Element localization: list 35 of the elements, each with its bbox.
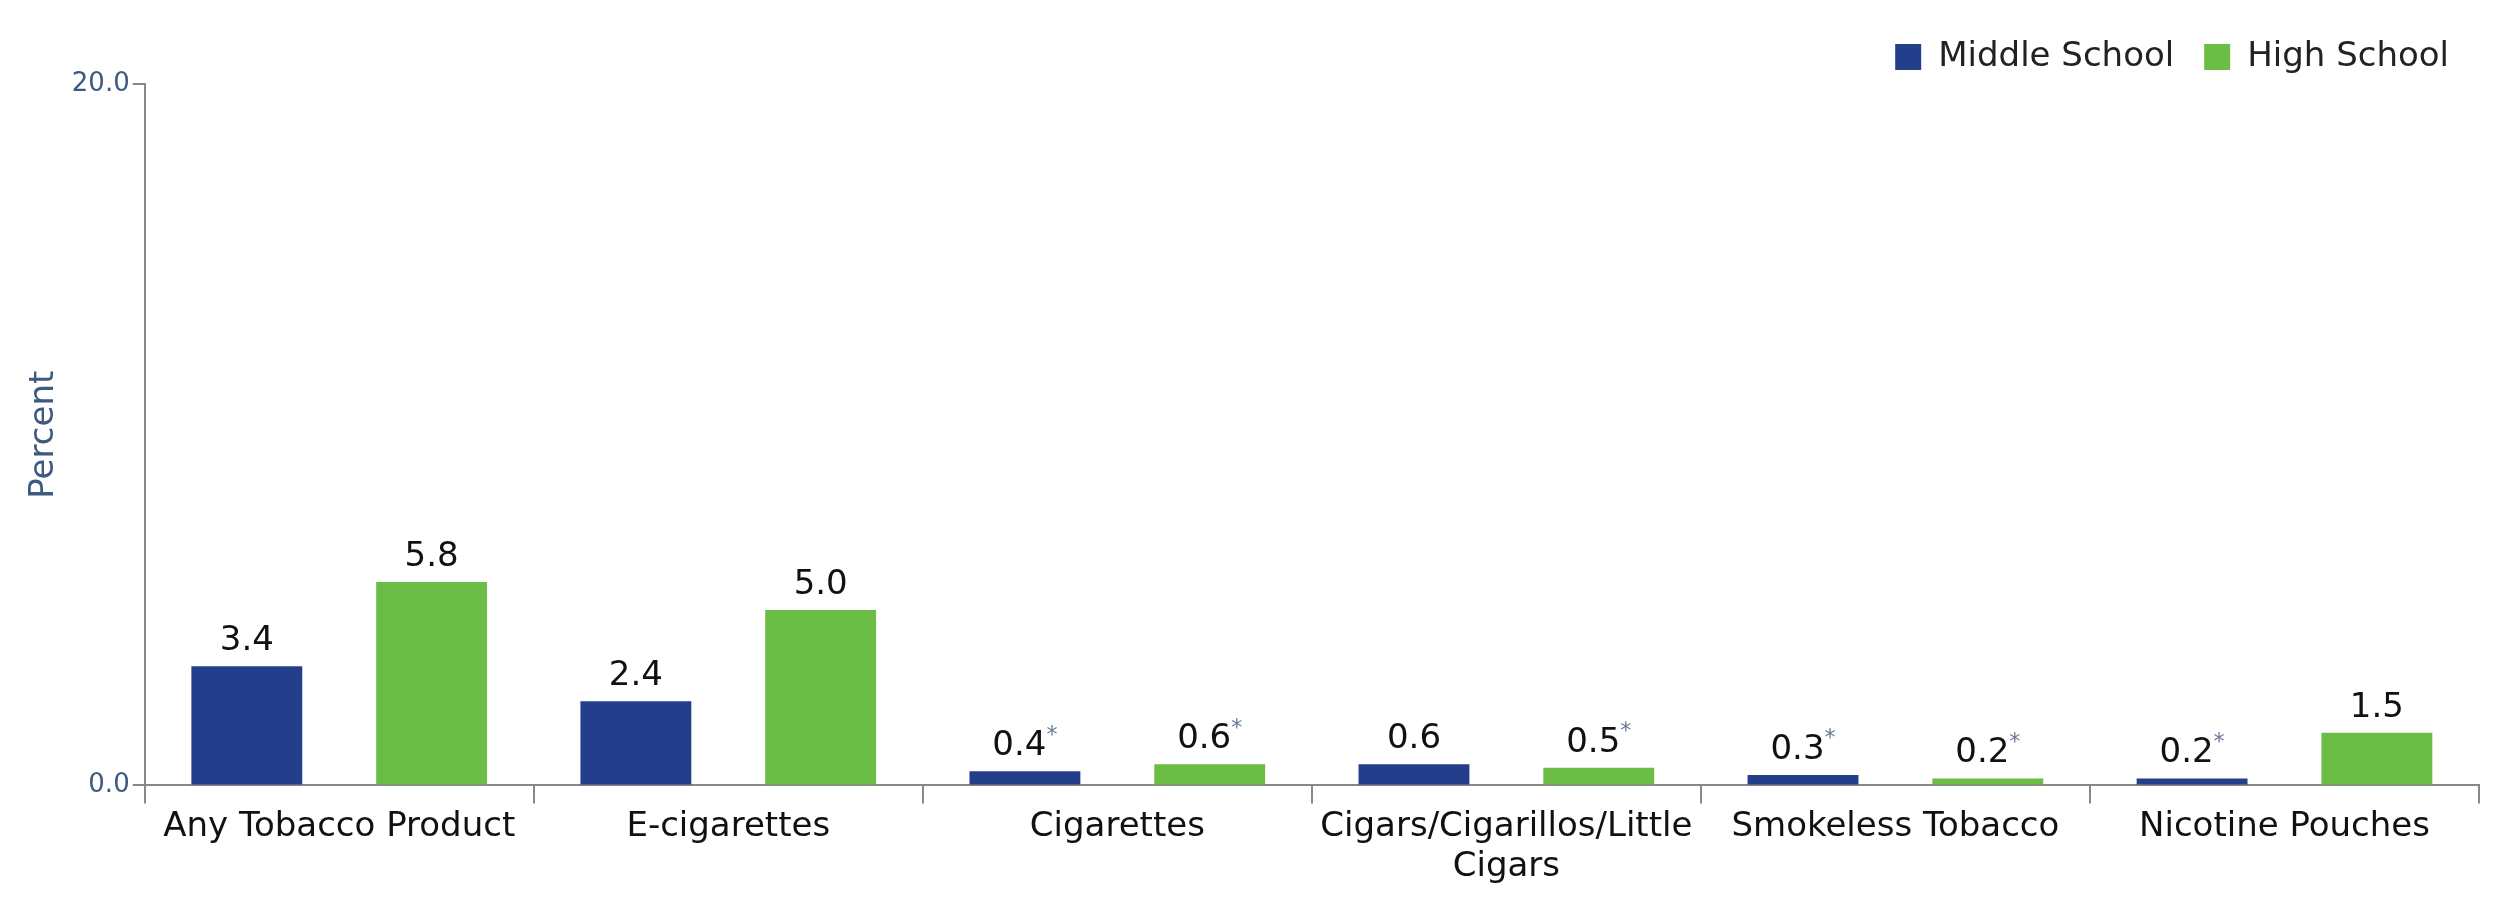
x-tick-label: Cigarettes: [1029, 803, 1205, 844]
bar: [765, 610, 877, 785]
bar: [1747, 774, 1859, 785]
data-label: 0.3*: [1770, 724, 1836, 767]
data-label: 0.6*: [1177, 713, 1243, 757]
bar: [191, 666, 303, 785]
y-axis-title: Percent: [21, 370, 62, 499]
bar: [2136, 778, 2248, 785]
data-label: 1.5: [2349, 684, 2404, 725]
legend-label: High School: [2247, 33, 2449, 74]
data-label: 5.8: [404, 533, 459, 574]
bar: [1154, 764, 1266, 785]
x-tick-label: Cigars/Cigarillos/Little Cigars: [1320, 803, 1693, 885]
bar: [1543, 767, 1655, 785]
bar: [2321, 732, 2433, 785]
data-label: 0.2*: [2159, 727, 2225, 771]
data-label: 5.0: [793, 562, 848, 603]
x-tick-label: E-cigarettes: [626, 803, 831, 844]
bar: [969, 771, 1081, 785]
x-tick-label: Smokeless Tobacco: [1731, 803, 2060, 844]
y-tick-label: 0.0: [88, 768, 130, 799]
y-tick-label: 20.0: [71, 66, 130, 97]
data-label: 2.4: [608, 653, 663, 694]
legend-label: Middle School: [1938, 33, 2175, 74]
bar: [580, 701, 692, 785]
data-label: 0.5*: [1566, 717, 1632, 760]
bar: [1932, 778, 2044, 785]
data-label: 3.4: [219, 618, 274, 659]
data-label: 0.2*: [1955, 727, 2021, 771]
x-tick-label: Nicotine Pouches: [2139, 803, 2430, 844]
x-tick-label: Any Tobacco Product: [163, 803, 516, 844]
data-label: 0.6: [1386, 716, 1442, 757]
bar: [1358, 764, 1470, 785]
data-label: 0.4*: [992, 720, 1058, 764]
bar: [376, 581, 488, 785]
